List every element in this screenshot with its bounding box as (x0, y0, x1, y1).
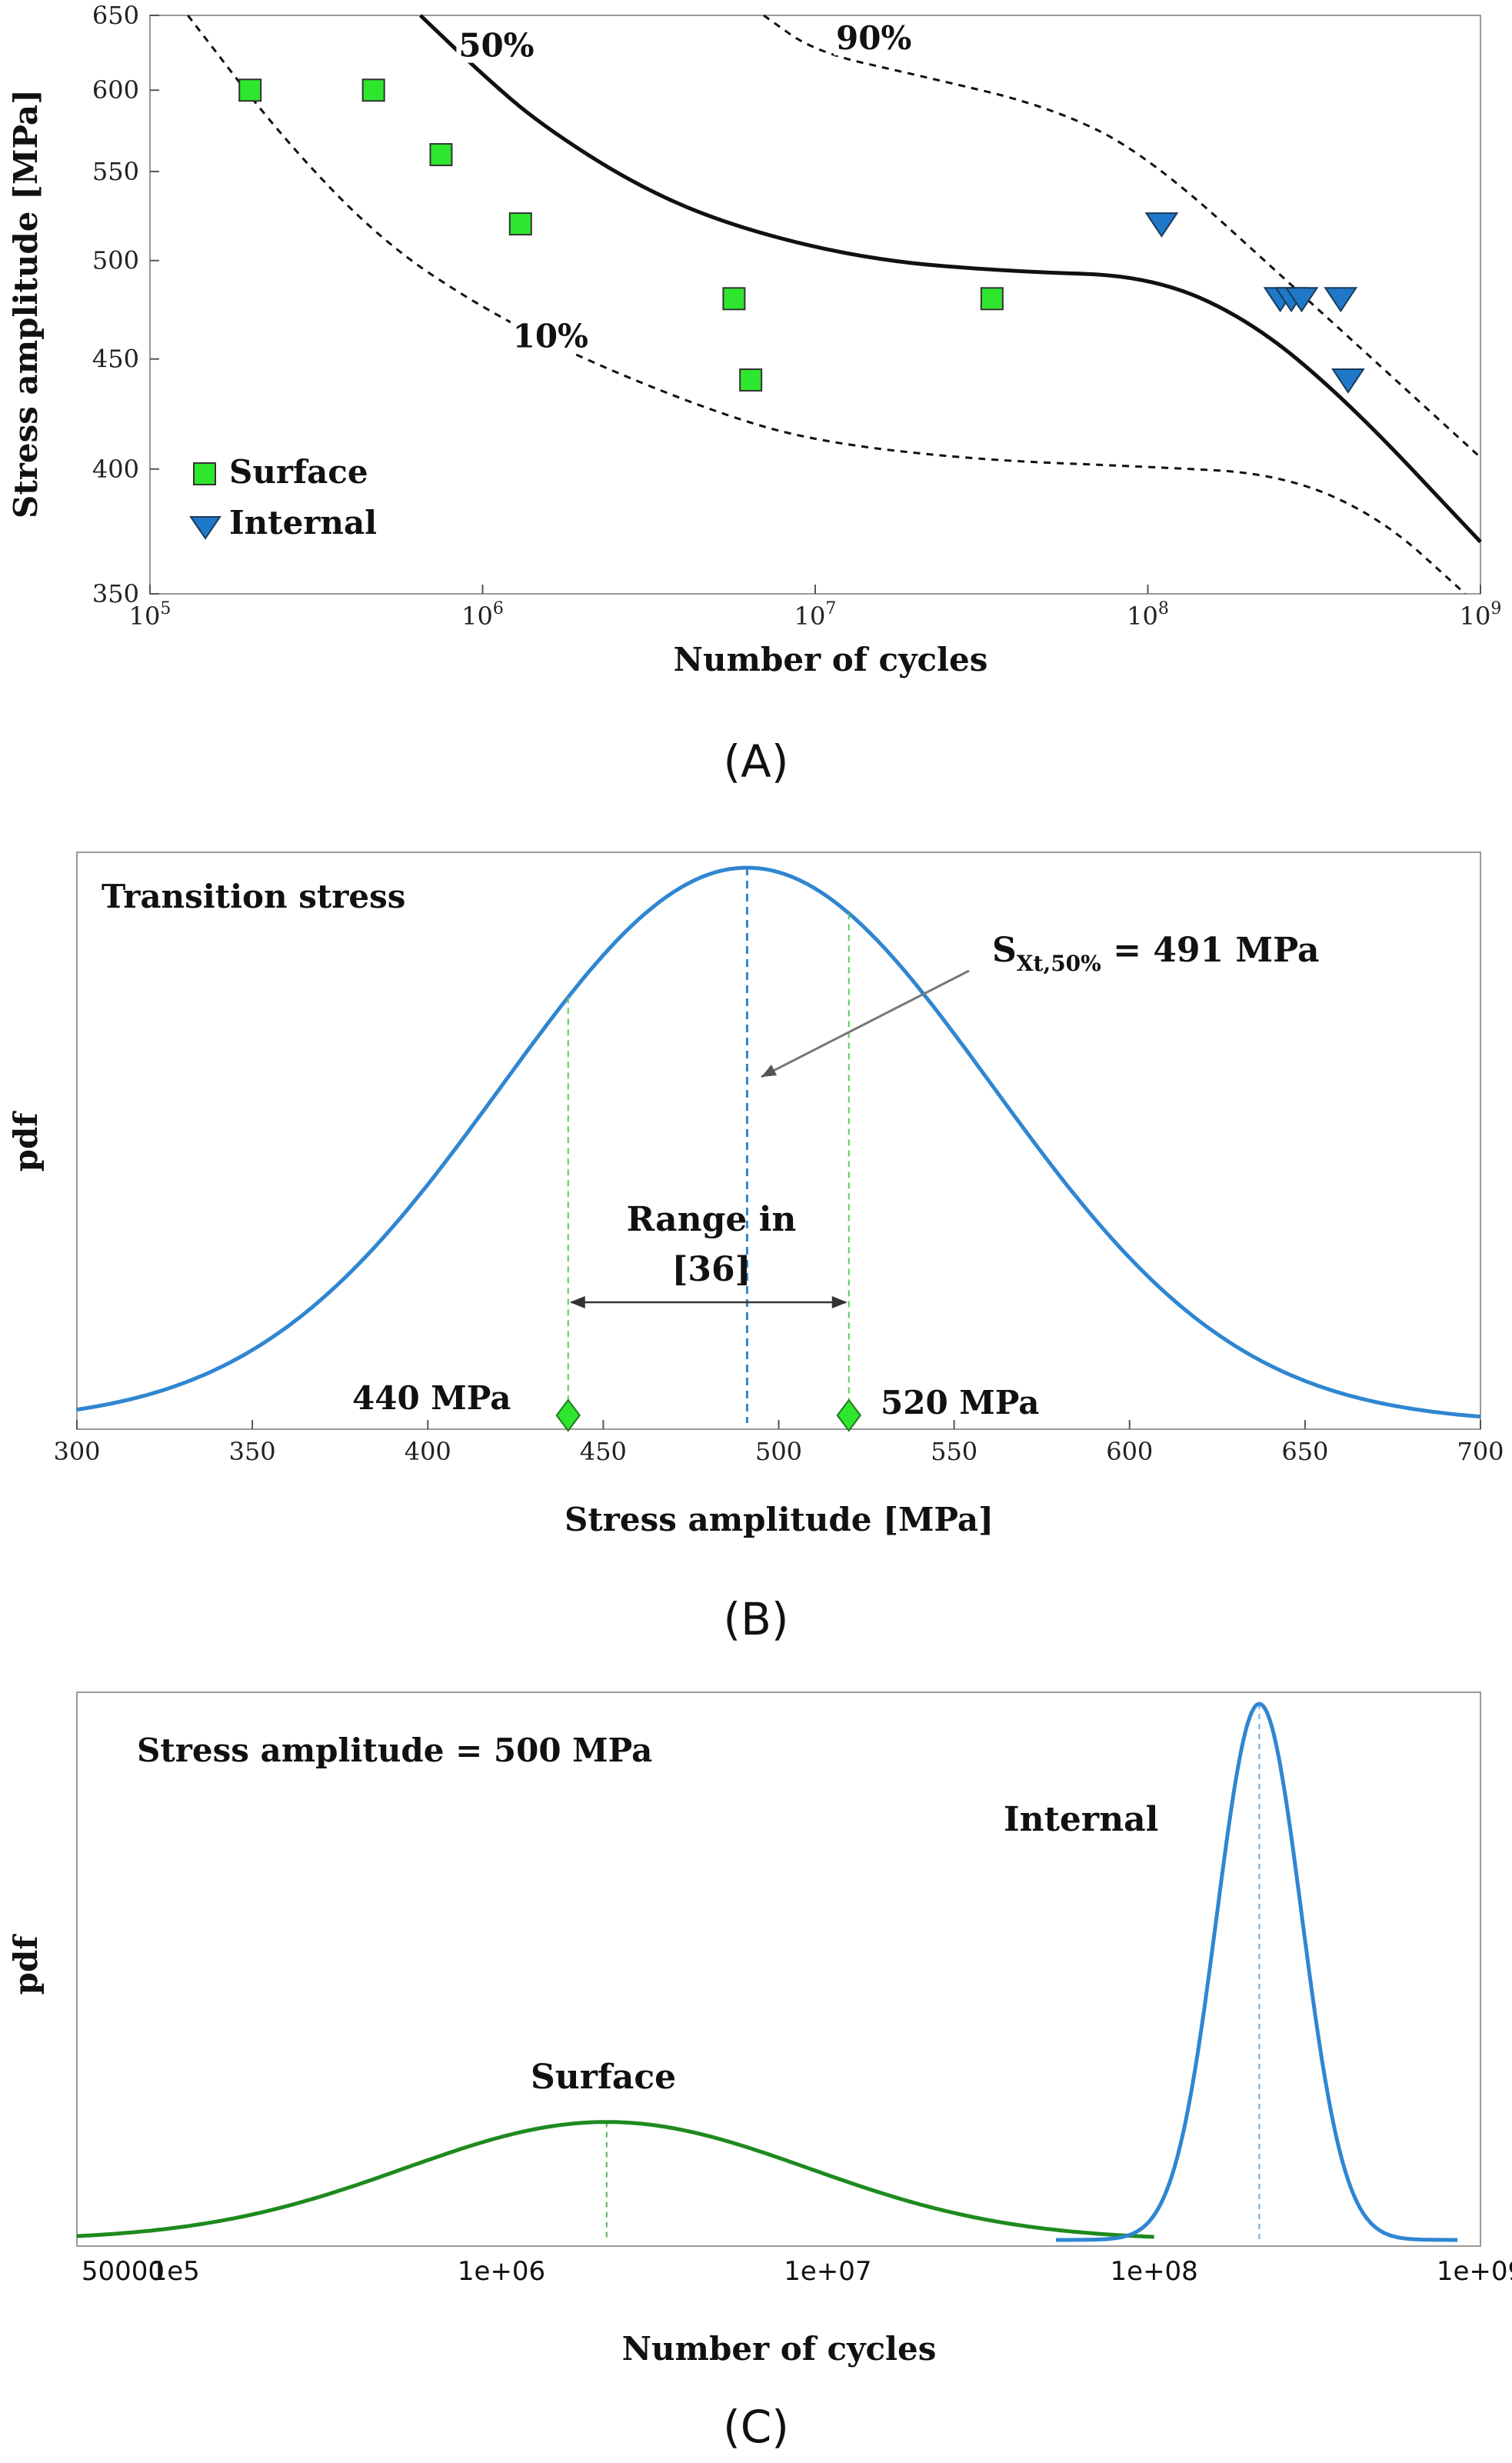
panel-b-arrow-head (761, 1065, 777, 1077)
panel-c-caption: (C) (723, 2401, 789, 2453)
panel-a-xtick-label: 106 (461, 599, 504, 631)
legend-internal-label: Internal (229, 504, 377, 542)
panel-b-range-label: Range in (627, 1200, 797, 1239)
panel-b-median-arrow (761, 969, 970, 1078)
panel-a-curve-label: 50% (458, 27, 534, 65)
panel-b-chart: 300 350 400 450 500 550 600 650 700 Transition s… (7, 852, 1504, 1645)
panel-c-xtick-label: 1e+09 (1437, 2256, 1512, 2287)
panel-b-xtick-label: 600 (1106, 1437, 1153, 1466)
panel-a-ytick-label: 400 (92, 455, 139, 484)
panel-c-surface-curve (76, 2120, 1154, 2239)
panel-a-chart: 50% 10% 90% 105 106 107 108 109 350 400 450 500 55… (7, 1, 1501, 788)
panel-c-xtick-label: 1e+07 (784, 2256, 871, 2287)
internal-point (1331, 368, 1365, 394)
panel-b-diamond-marker (555, 1398, 581, 1432)
panel-b-title: Transition stress (102, 878, 405, 915)
panel-a-curve-label: 90% (836, 19, 911, 57)
panel-b-xtick-label: 350 (229, 1437, 276, 1466)
panel-c-surface-label: Surface (531, 2058, 676, 2097)
panel-a-ylabel: Stress amplitude [MPa] (7, 89, 45, 518)
surface-point (429, 143, 453, 167)
panel-b-range-ref: [36] (672, 1250, 751, 1289)
panel-b-xtick-label: 450 (580, 1437, 627, 1466)
panel-c-title: Stress amplitude = 500 MPa (137, 1731, 652, 1769)
panel-b-caption: (B) (723, 1593, 788, 1645)
panel-a-ytick-label: 600 (92, 75, 139, 105)
panel-b-xtick-label: 300 (53, 1437, 100, 1466)
panel-a-curve-50% (418, 14, 1482, 544)
panel-b-xlabel: Stress amplitude [MPa] (565, 1501, 994, 1538)
panel-a-ytick-label: 550 (92, 157, 139, 186)
panel-a-xlabel: Number of cycles (674, 641, 988, 678)
panel-b-range-arrow-right (831, 1296, 848, 1308)
panel-a-legend: Surface Internal (189, 453, 377, 542)
panel-a-curve-label-bg (510, 319, 591, 354)
panel-c-xtick-label: 1e+08 (1111, 2256, 1198, 2287)
internal-point (1324, 287, 1358, 313)
panel-b-marker-520-label: 520 MPa (881, 1384, 1039, 1421)
panel-a-xtick-label: 109 (1460, 599, 1502, 631)
panel-c-frame (76, 1691, 1481, 2247)
surface-point (980, 287, 1004, 311)
legend-surface-marker (193, 462, 216, 485)
panel-a-ytick-label: 450 (92, 345, 139, 374)
panel-a-xtick-label: 107 (794, 599, 837, 631)
surface-point (238, 78, 262, 102)
internal-point (1284, 287, 1319, 313)
panel-b-xtick-label: 700 (1457, 1437, 1504, 1466)
panel-a-curve-label-bg (834, 21, 914, 55)
surface-point (508, 212, 532, 236)
panel-c-internal-label: Internal (1004, 1800, 1158, 1839)
panel-c-xlabel: Number of cycles (622, 2330, 937, 2368)
panel-a-caption: (A) (724, 735, 789, 788)
panel-b-ylabel: pdf (7, 1111, 45, 1172)
panel-a-curve-90% (763, 14, 1482, 458)
panel-b-xtick-label: 650 (1281, 1437, 1328, 1466)
panel-a-ytick-label: 650 (92, 1, 139, 30)
panel-c-internal-curve (1056, 1701, 1458, 2242)
panel-b-marker-440-label: 440 MPa (352, 1379, 511, 1417)
panel-a-xtick-label: 105 (129, 599, 172, 631)
panel-a-ytick-label: 350 (92, 579, 139, 608)
panel-a-ytick-label: 500 (92, 246, 139, 275)
legend-surface-label: Surface (229, 453, 368, 491)
internal-point (1144, 212, 1179, 238)
panel-c-xtick-label: 1e+06 (458, 2256, 545, 2287)
panel-a-curve-10% (187, 15, 1467, 595)
panel-c-xtick-label: 50000 (82, 2256, 165, 2287)
panel-b-xtick-label: 500 (755, 1437, 802, 1466)
panel-b-median-label: SXt,50% = 491 MPa (992, 931, 1320, 976)
panel-a-xtick-label: 108 (1127, 599, 1169, 631)
panel-b-xtick-label: 550 (931, 1437, 977, 1466)
panel-b-diamond-marker (836, 1398, 861, 1432)
panel-b-range-arrow-left (569, 1296, 585, 1308)
panel-b-pdf-curve (76, 865, 1481, 1419)
panel-c-ylabel: pdf (7, 1934, 45, 1995)
legend-internal-marker (189, 516, 221, 540)
surface-point (361, 78, 385, 102)
surface-point (739, 368, 763, 392)
panel-b-xtick-label: 400 (405, 1437, 451, 1466)
panel-c-xtick-label: 1e5 (151, 2256, 200, 2287)
panel-a-curve-label-bg (456, 28, 537, 63)
surface-point (722, 287, 746, 311)
panel-a-curve-label: 10% (513, 317, 588, 355)
